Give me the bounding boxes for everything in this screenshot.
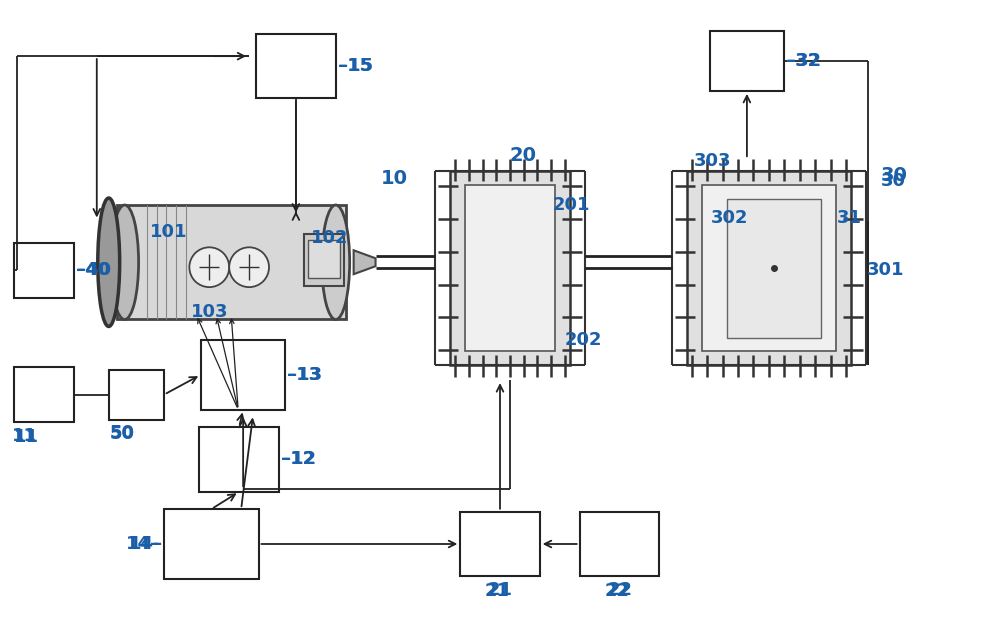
Bar	[710, 31, 784, 91]
Bar	[109, 370, 164, 420]
Bar	[687, 171, 851, 365]
Text: 14–: 14–	[126, 535, 160, 553]
Circle shape	[189, 248, 229, 287]
Circle shape	[229, 248, 269, 287]
Text: 303: 303	[694, 152, 732, 170]
Text: 11: 11	[12, 427, 37, 445]
Ellipse shape	[98, 198, 120, 327]
Text: 22: 22	[608, 581, 633, 599]
Bar	[304, 234, 344, 286]
Text: 202: 202	[565, 331, 602, 349]
Bar	[450, 171, 570, 365]
Bar	[117, 205, 346, 320]
Text: 50: 50	[109, 425, 134, 444]
Text: –15: –15	[339, 57, 373, 75]
Text: 11: 11	[14, 428, 39, 446]
Text: 103: 103	[191, 303, 229, 321]
Text: 14–: 14–	[129, 535, 163, 553]
Text: –32: –32	[786, 52, 820, 70]
Bar	[14, 367, 74, 422]
Ellipse shape	[322, 205, 350, 320]
Polygon shape	[354, 250, 376, 274]
Text: –12: –12	[282, 450, 316, 468]
Bar	[580, 511, 659, 577]
Text: 22: 22	[605, 582, 630, 600]
Text: 21: 21	[485, 582, 510, 600]
Text: 50: 50	[109, 425, 134, 442]
Text: 10: 10	[381, 169, 408, 188]
Text: 302: 302	[711, 210, 749, 227]
Text: 201: 201	[553, 196, 590, 215]
Text: –13: –13	[287, 366, 322, 384]
Text: –40: –40	[77, 261, 111, 279]
Bar	[256, 34, 336, 99]
Bar	[460, 511, 540, 577]
Bar	[164, 509, 259, 579]
Bar	[727, 199, 821, 338]
Text: –32: –32	[787, 52, 821, 70]
Bar	[199, 427, 279, 492]
Bar	[14, 243, 74, 298]
Bar	[702, 185, 836, 351]
Bar	[308, 241, 340, 278]
Text: 31: 31	[837, 210, 862, 227]
Bar	[465, 185, 555, 351]
Text: 101: 101	[150, 223, 187, 241]
Text: 301: 301	[866, 261, 904, 279]
Text: –12: –12	[281, 450, 315, 468]
Text: 30: 30	[880, 172, 905, 190]
Text: –40: –40	[76, 261, 110, 279]
Text: 21: 21	[488, 581, 513, 599]
Text: –13: –13	[288, 366, 323, 384]
Text: 102: 102	[311, 229, 348, 248]
Text: 30: 30	[880, 166, 907, 185]
Bar	[201, 340, 285, 410]
Text: –15: –15	[338, 57, 372, 75]
Ellipse shape	[111, 205, 139, 320]
Text: 20: 20	[510, 146, 537, 165]
